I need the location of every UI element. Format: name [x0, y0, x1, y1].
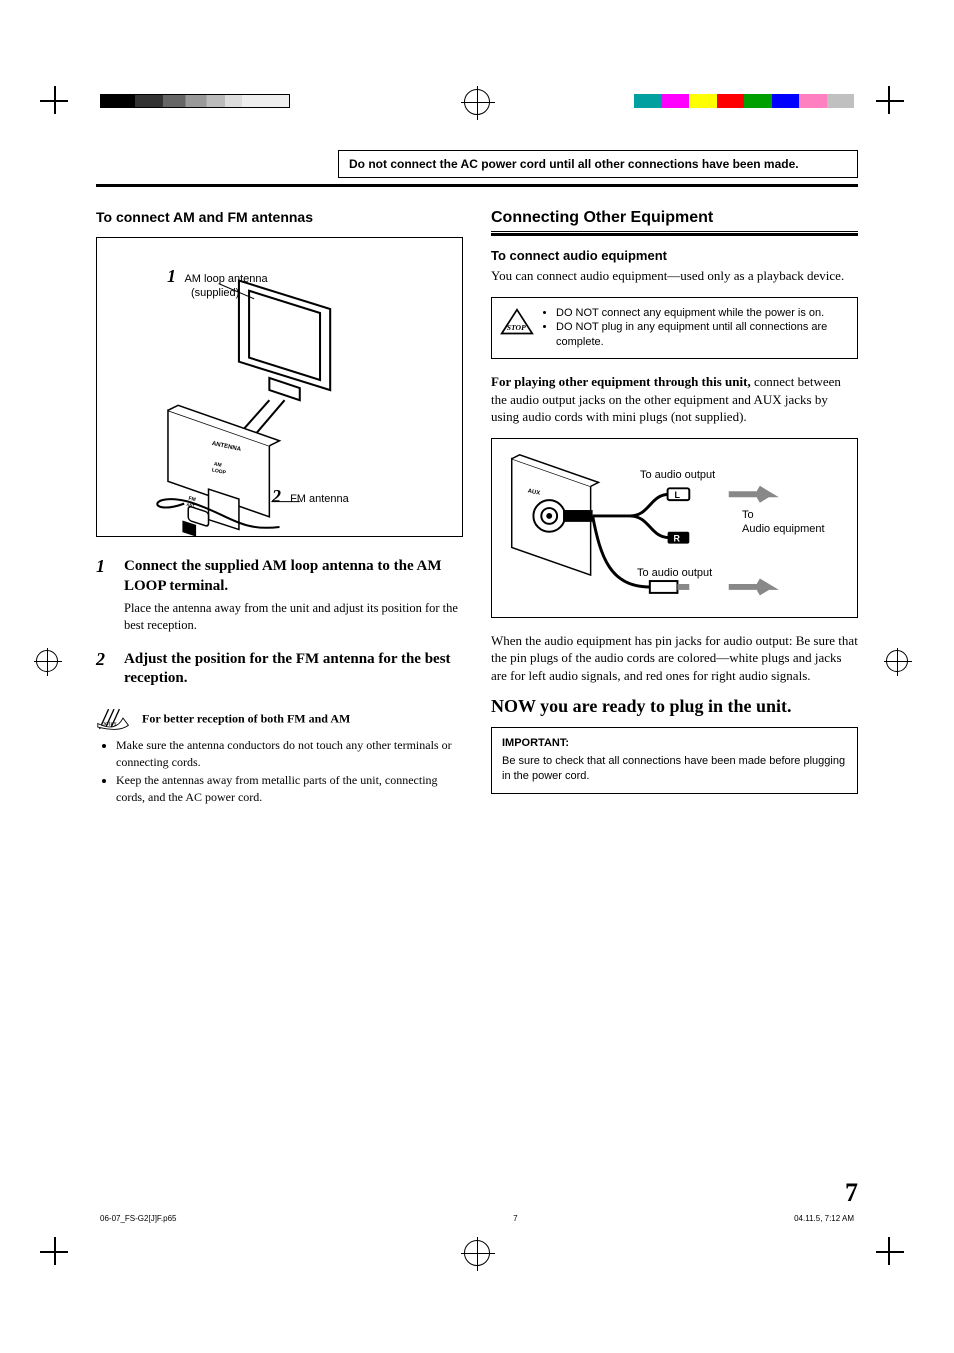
step-2: 2 Adjust the position for the FM antenna…: [96, 650, 463, 689]
print-marks-top: [0, 86, 954, 116]
step-1-title: Connect the supplied AM loop antenna to …: [124, 557, 463, 596]
intro-text: You can connect audio equipment—used onl…: [491, 267, 858, 285]
thick-rule: [96, 184, 858, 187]
footer-page: 7: [513, 1214, 517, 1223]
notes-heading: For better reception of both FM and AM: [142, 711, 350, 725]
aux-diagram: AUX L R: [491, 438, 858, 618]
grayscale-calibration-bar: [100, 94, 290, 108]
crop-mark-icon: [864, 86, 904, 116]
important-title: IMPORTANT:: [502, 736, 847, 751]
registration-mark-icon: [464, 89, 490, 115]
diagram-step-2-num: 2: [272, 486, 281, 506]
step-2-title: Adjust the position for the FM antenna f…: [124, 650, 463, 689]
subheading: To connect audio equipment: [491, 248, 858, 263]
antenna-diagram: ANTENNA AM LOOP FM ANT. 1 AM loop antenn…: [96, 237, 463, 537]
notes-item: Make sure the antenna conductors do not …: [116, 737, 463, 771]
caution-item: DO NOT connect any equipment while the p…: [556, 306, 847, 321]
right-column: Connecting Other Equipment To connect au…: [491, 209, 858, 808]
step-1-number: 1: [96, 557, 114, 634]
stop-icon: STOP: [500, 308, 534, 338]
page-content: Do not connect the AC power cord until a…: [96, 150, 858, 1233]
left-column: To connect AM and FM antennas: [96, 209, 463, 808]
svg-text:R: R: [674, 533, 681, 543]
connect-bold: For playing other equipment through this…: [491, 374, 751, 389]
important-body: Be sure to check that all connections ha…: [502, 755, 845, 782]
step-1: 1 Connect the supplied AM loop antenna t…: [96, 557, 463, 634]
print-marks-bottom: [0, 1237, 954, 1267]
registration-mark-icon: [886, 650, 908, 672]
antenna-heading: To connect AM and FM antennas: [96, 209, 463, 225]
to-audio-output-label-2: To audio output: [637, 567, 712, 579]
section-heading: Connecting Other Equipment: [491, 209, 858, 227]
am-loop-label-1: AM loop antenna: [184, 273, 267, 285]
registration-mark-icon: [464, 1240, 490, 1266]
caution-box: STOP DO NOT connect any equipment while …: [491, 297, 858, 360]
caution-item: DO NOT plug in any equipment until all c…: [556, 320, 847, 350]
color-calibration-bar: [634, 94, 854, 108]
to-equipment-label-1: To: [742, 509, 754, 521]
page-number: 7: [845, 1178, 858, 1208]
connect-instructions: For playing other equipment through this…: [491, 373, 858, 426]
fm-antenna-label: FM antenna: [290, 493, 349, 505]
diagram-step-1-num: 1: [167, 266, 176, 286]
crop-mark-icon: [864, 1237, 904, 1267]
crop-mark-icon: [40, 86, 80, 116]
to-equipment-label-2: Audio equipment: [742, 523, 825, 535]
notes-list: Make sure the antenna conductors do not …: [96, 737, 463, 806]
svg-text:STOP: STOP: [507, 323, 526, 332]
notes-item: Keep the antennas away from metallic par…: [116, 772, 463, 806]
pin-jack-note: When the audio equipment has pin jacks f…: [491, 632, 858, 685]
to-audio-output-label: To audio output: [640, 469, 715, 481]
step-2-number: 2: [96, 650, 114, 689]
section-rule: [491, 231, 858, 236]
svg-text:notes: notes: [101, 719, 116, 727]
important-box: IMPORTANT: Be sure to check that all con…: [491, 727, 858, 793]
ready-heading: NOW you are ready to plug in the unit.: [491, 696, 858, 717]
footer-filename: 06-07_FS-G2[J]F.p65: [100, 1214, 176, 1223]
svg-text:L: L: [674, 490, 680, 500]
am-loop-label-2: (supplied): [191, 287, 239, 299]
notes-icon: notes: [96, 705, 132, 733]
top-warning-banner: Do not connect the AC power cord until a…: [338, 150, 858, 178]
crop-mark-icon: [40, 1237, 80, 1267]
step-1-body: Place the antenna away from the unit and…: [124, 600, 463, 634]
footer-date: 04.11.5, 7:12 AM: [794, 1214, 854, 1223]
registration-mark-icon: [36, 650, 58, 672]
footer-metadata: 06-07_FS-G2[J]F.p65 7 04.11.5, 7:12 AM: [100, 1214, 854, 1223]
